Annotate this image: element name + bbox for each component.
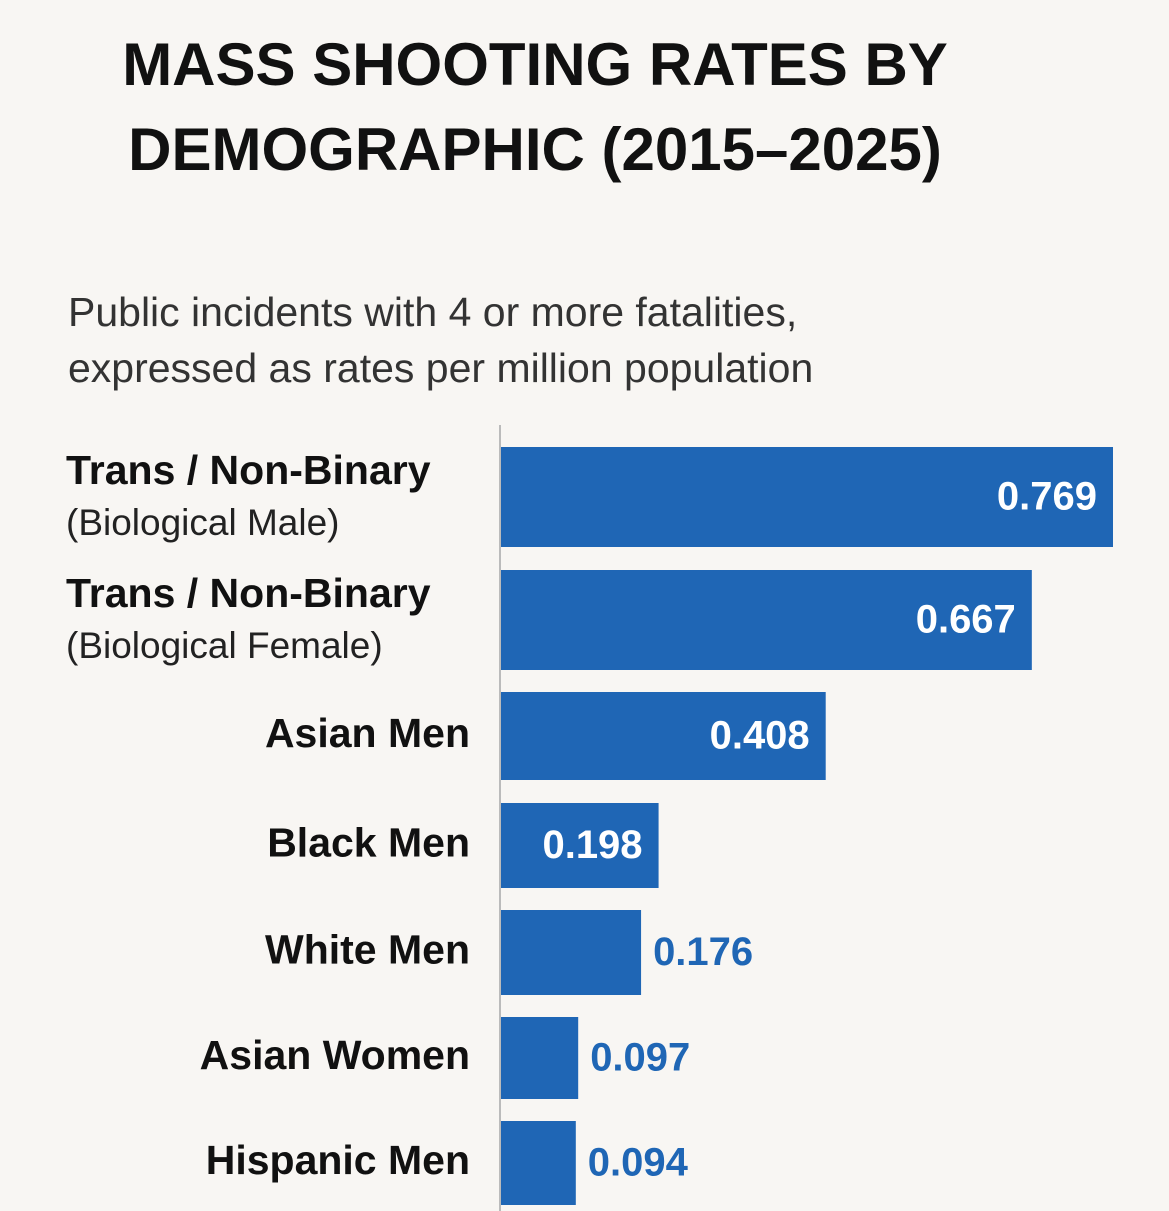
value-label: 0.769 xyxy=(997,475,1097,519)
category-note: (Biological Male) xyxy=(66,502,340,543)
value-label: 0.198 xyxy=(542,823,642,867)
bar xyxy=(501,1121,576,1205)
value-label: 0.097 xyxy=(590,1036,690,1080)
category-label: Black Men xyxy=(267,819,470,865)
bar xyxy=(501,910,642,995)
category-label: Trans / Non-Binary xyxy=(66,570,431,616)
chart-title: MASS SHOOTING RATES BY DEMOGRAPHIC (2015… xyxy=(122,31,948,183)
chart-subtitle: Public incidents with 4 or more fataliti… xyxy=(68,289,814,391)
category-label: Trans / Non-Binary xyxy=(66,447,431,493)
category-label: Hispanic Men xyxy=(206,1137,470,1183)
category-note: (Biological Female) xyxy=(66,625,383,666)
value-label: 0.094 xyxy=(588,1141,689,1185)
value-label: 0.408 xyxy=(710,714,810,758)
category-label: Asian Women xyxy=(200,1032,470,1078)
value-label: 0.667 xyxy=(916,598,1016,642)
bar xyxy=(501,1017,579,1099)
category-label: White Men xyxy=(265,926,470,972)
bar xyxy=(501,803,659,888)
bar xyxy=(501,447,1113,547)
bar xyxy=(501,692,826,780)
value-label: 0.176 xyxy=(653,930,753,974)
category-label: Asian Men xyxy=(265,710,470,756)
bar xyxy=(501,570,1032,670)
